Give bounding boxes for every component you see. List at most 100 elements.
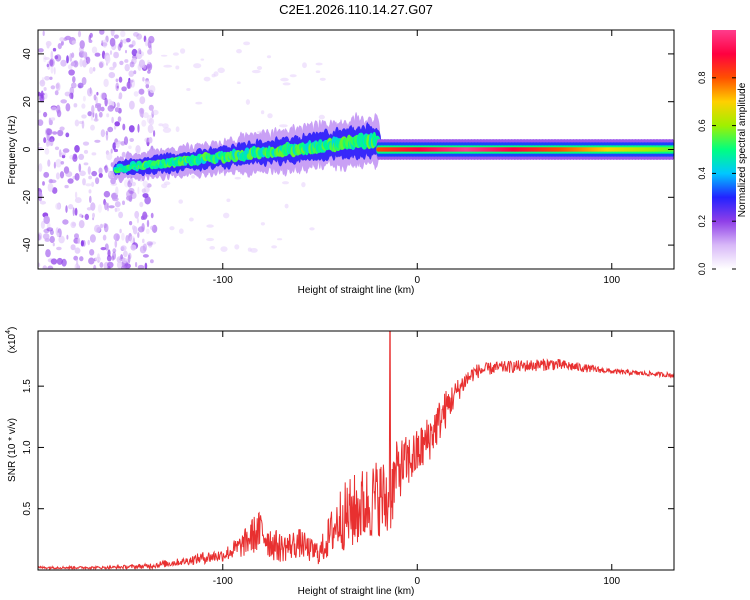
- noise-blob: [120, 30, 126, 37]
- noise-blob: [91, 170, 98, 177]
- spectrogram-y-label: Frequency (Hz): [7, 116, 18, 185]
- noise-blob: [78, 163, 82, 172]
- noise-blob: [309, 227, 315, 231]
- noise-blob: [125, 38, 131, 43]
- noise-blob: [38, 48, 44, 53]
- noise-blob: [189, 217, 194, 222]
- noise-blob: [138, 59, 146, 68]
- noise-blob: [142, 180, 149, 188]
- noise-blob: [213, 71, 219, 77]
- noise-blob: [120, 254, 123, 260]
- noise-blob: [129, 61, 135, 68]
- noise-blob: [91, 46, 98, 54]
- noise-blob: [151, 109, 159, 116]
- noise-blob: [123, 250, 128, 258]
- noise-blob: [120, 39, 123, 45]
- noise-blob: [301, 182, 306, 188]
- noise-blob: [95, 103, 102, 107]
- noise-blob: [60, 40, 64, 46]
- noise-blob: [99, 62, 104, 69]
- noise-blob: [150, 212, 154, 219]
- noise-blob: [279, 124, 288, 128]
- noise-blob: [108, 171, 111, 176]
- noise-blob: [55, 172, 60, 180]
- noise-blob: [49, 76, 53, 81]
- noise-blob: [120, 245, 127, 251]
- noise-blob: [243, 41, 251, 46]
- noise-blob: [59, 37, 65, 42]
- noise-blob: [43, 111, 48, 118]
- noise-blob: [67, 178, 74, 184]
- noise-blob: [100, 247, 107, 251]
- noise-blob: [74, 173, 80, 181]
- y-tick-label: 40: [22, 48, 33, 60]
- noise-blob: [77, 30, 82, 38]
- noise-blob: [74, 263, 80, 269]
- noise-blob: [43, 87, 47, 91]
- noise-blob: [113, 51, 119, 59]
- noise-blob: [178, 228, 184, 234]
- noise-blob: [109, 50, 113, 55]
- x-tick-label: 100: [603, 576, 620, 587]
- noise-blob: [46, 128, 53, 136]
- noise-blob: [43, 57, 50, 60]
- noise-blob: [64, 35, 72, 41]
- noise-blob: [83, 149, 89, 154]
- noise-blob: [65, 103, 71, 112]
- noise-blob: [175, 126, 180, 133]
- noise-blob: [103, 78, 109, 88]
- noise-blob: [116, 102, 120, 108]
- noise-blob: [76, 257, 79, 266]
- noise-blob: [139, 96, 146, 105]
- noise-blob: [77, 82, 84, 89]
- spectrogram-x-axis: -100 0 100: [213, 30, 621, 286]
- noise-blob: [127, 254, 131, 264]
- noise-blob: [107, 266, 111, 269]
- noise-blob: [282, 181, 289, 185]
- x-tick-label: 100: [603, 275, 620, 286]
- noise-blob: [79, 256, 84, 262]
- noise-blob: [142, 193, 149, 198]
- noise-blob: [38, 119, 44, 126]
- noise-blob: [128, 44, 134, 48]
- noise-blob: [144, 39, 149, 47]
- noise-blob: [113, 125, 117, 130]
- noise-blob: [116, 261, 123, 269]
- noise-blob: [131, 181, 136, 187]
- noise-blob: [73, 103, 78, 108]
- noise-blob: [74, 191, 78, 199]
- noise-blob: [81, 120, 85, 129]
- noise-blob: [79, 58, 83, 68]
- noise-blob: [271, 245, 277, 249]
- noise-blob: [58, 235, 65, 244]
- noise-blob: [114, 239, 118, 248]
- noise-blob: [110, 105, 114, 109]
- noise-blob: [69, 53, 73, 62]
- noise-blob: [63, 166, 70, 174]
- noise-blob: [79, 170, 86, 177]
- noise-blob: [60, 99, 67, 104]
- noise-blob: [65, 205, 68, 213]
- noise-blob: [266, 55, 272, 59]
- noise-blob: [99, 30, 105, 35]
- noise-blob: [137, 186, 140, 195]
- noise-blob: [94, 224, 101, 233]
- noise-blob: [68, 204, 74, 210]
- noise-blob: [250, 248, 258, 253]
- noise-blob: [109, 37, 116, 47]
- noise-blob: [139, 201, 144, 208]
- noise-blob: [172, 52, 179, 56]
- noise-blob: [144, 262, 148, 269]
- noise-blob: [44, 148, 50, 155]
- noise-blob: [121, 151, 126, 158]
- noise-blob: [47, 159, 51, 167]
- noise-blob: [70, 221, 76, 229]
- y-tick-label: 0.5: [22, 501, 33, 515]
- noise-blob: [66, 234, 69, 240]
- noise-blob: [54, 90, 59, 96]
- noise-blob: [124, 63, 130, 72]
- noise-blob: [111, 116, 114, 124]
- noise-blob: [59, 171, 65, 179]
- noise-blob: [123, 136, 129, 146]
- noise-blob: [147, 70, 151, 74]
